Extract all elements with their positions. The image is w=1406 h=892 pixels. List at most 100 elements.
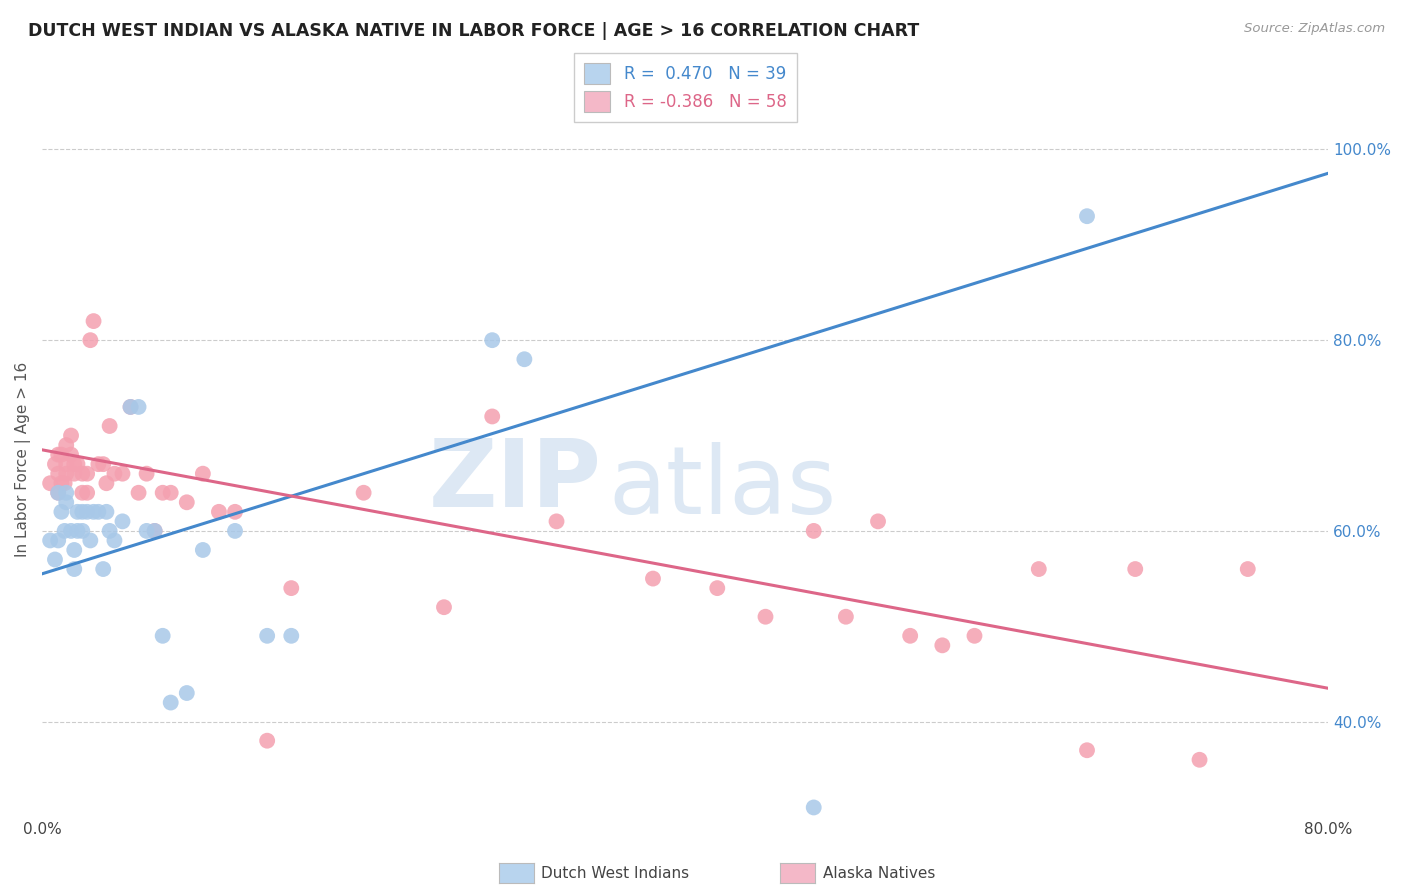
Point [120, 400, 142, 414]
Point [931, 638, 953, 652]
Point [66, 505, 89, 519]
Legend: R =  0.470   N = 39, R = -0.386   N = 58: R = 0.470 N = 39, R = -0.386 N = 58 [574, 53, 797, 122]
Text: DUTCH WEST INDIAN VS ALASKA NATIVE IN LABOR FORCE | AGE > 16 CORRELATION CHART: DUTCH WEST INDIAN VS ALASKA NATIVE IN LA… [28, 22, 920, 40]
Point [135, 467, 157, 481]
Point [72, 505, 94, 519]
Point [481, 333, 503, 347]
Point [63, 457, 86, 471]
Point [1123, 562, 1146, 576]
Point [46, 485, 69, 500]
Point [87, 505, 110, 519]
Text: atlas: atlas [607, 442, 837, 534]
Point [754, 609, 776, 624]
Point [79, 333, 101, 347]
Text: Alaska Natives: Alaska Natives [823, 866, 935, 880]
Point [111, 467, 134, 481]
Point [51, 476, 73, 491]
Point [159, 696, 181, 710]
Point [55, 495, 77, 509]
Y-axis label: In Labor Force | Age > 16: In Labor Force | Age > 16 [15, 362, 31, 557]
Point [546, 514, 568, 528]
Point [1236, 562, 1258, 576]
Point [513, 352, 536, 367]
Point [256, 629, 278, 643]
Point [120, 400, 142, 414]
Point [191, 467, 214, 481]
Text: Dutch West Indians: Dutch West Indians [541, 866, 689, 880]
Point [55, 438, 77, 452]
Point [433, 600, 456, 615]
Point [224, 524, 246, 538]
Point [1076, 743, 1098, 757]
Point [98, 419, 121, 434]
Point [72, 485, 94, 500]
Point [1028, 562, 1050, 576]
Point [143, 524, 166, 538]
Text: ZIP: ZIP [429, 434, 602, 527]
Point [866, 514, 889, 528]
Point [76, 485, 98, 500]
Point [44, 552, 66, 566]
Point [98, 524, 121, 538]
Point [53, 524, 76, 538]
Point [256, 733, 278, 747]
Point [39, 533, 62, 548]
Point [79, 533, 101, 548]
Point [224, 505, 246, 519]
Point [152, 485, 174, 500]
Point [60, 524, 83, 538]
Point [280, 581, 302, 595]
Point [51, 448, 73, 462]
Point [191, 543, 214, 558]
Point [1076, 209, 1098, 223]
Point [135, 524, 157, 538]
Point [803, 800, 825, 814]
Point [159, 485, 181, 500]
Point [39, 476, 62, 491]
Point [44, 457, 66, 471]
Point [83, 314, 105, 328]
Point [103, 467, 125, 481]
Point [46, 533, 69, 548]
Point [111, 514, 134, 528]
Point [55, 457, 77, 471]
Point [706, 581, 728, 595]
Point [835, 609, 858, 624]
Point [96, 505, 118, 519]
Point [128, 400, 150, 414]
Point [76, 505, 98, 519]
Point [280, 629, 302, 643]
Point [152, 629, 174, 643]
Point [803, 524, 825, 538]
Point [53, 476, 76, 491]
Point [143, 524, 166, 538]
Point [66, 524, 89, 538]
Point [46, 448, 69, 462]
Point [641, 572, 664, 586]
Point [63, 543, 86, 558]
Point [72, 467, 94, 481]
Point [208, 505, 231, 519]
Point [51, 505, 73, 519]
Point [87, 457, 110, 471]
Point [76, 467, 98, 481]
Point [91, 457, 114, 471]
Point [72, 524, 94, 538]
Point [83, 505, 105, 519]
Point [963, 629, 986, 643]
Text: Source: ZipAtlas.com: Source: ZipAtlas.com [1244, 22, 1385, 36]
Point [353, 485, 375, 500]
Point [103, 533, 125, 548]
Point [55, 467, 77, 481]
Point [55, 485, 77, 500]
Point [176, 495, 198, 509]
Point [66, 457, 89, 471]
Point [128, 485, 150, 500]
Point [898, 629, 921, 643]
Point [60, 428, 83, 442]
Point [46, 467, 69, 481]
Point [46, 485, 69, 500]
Point [63, 562, 86, 576]
Point [481, 409, 503, 424]
Point [60, 448, 83, 462]
